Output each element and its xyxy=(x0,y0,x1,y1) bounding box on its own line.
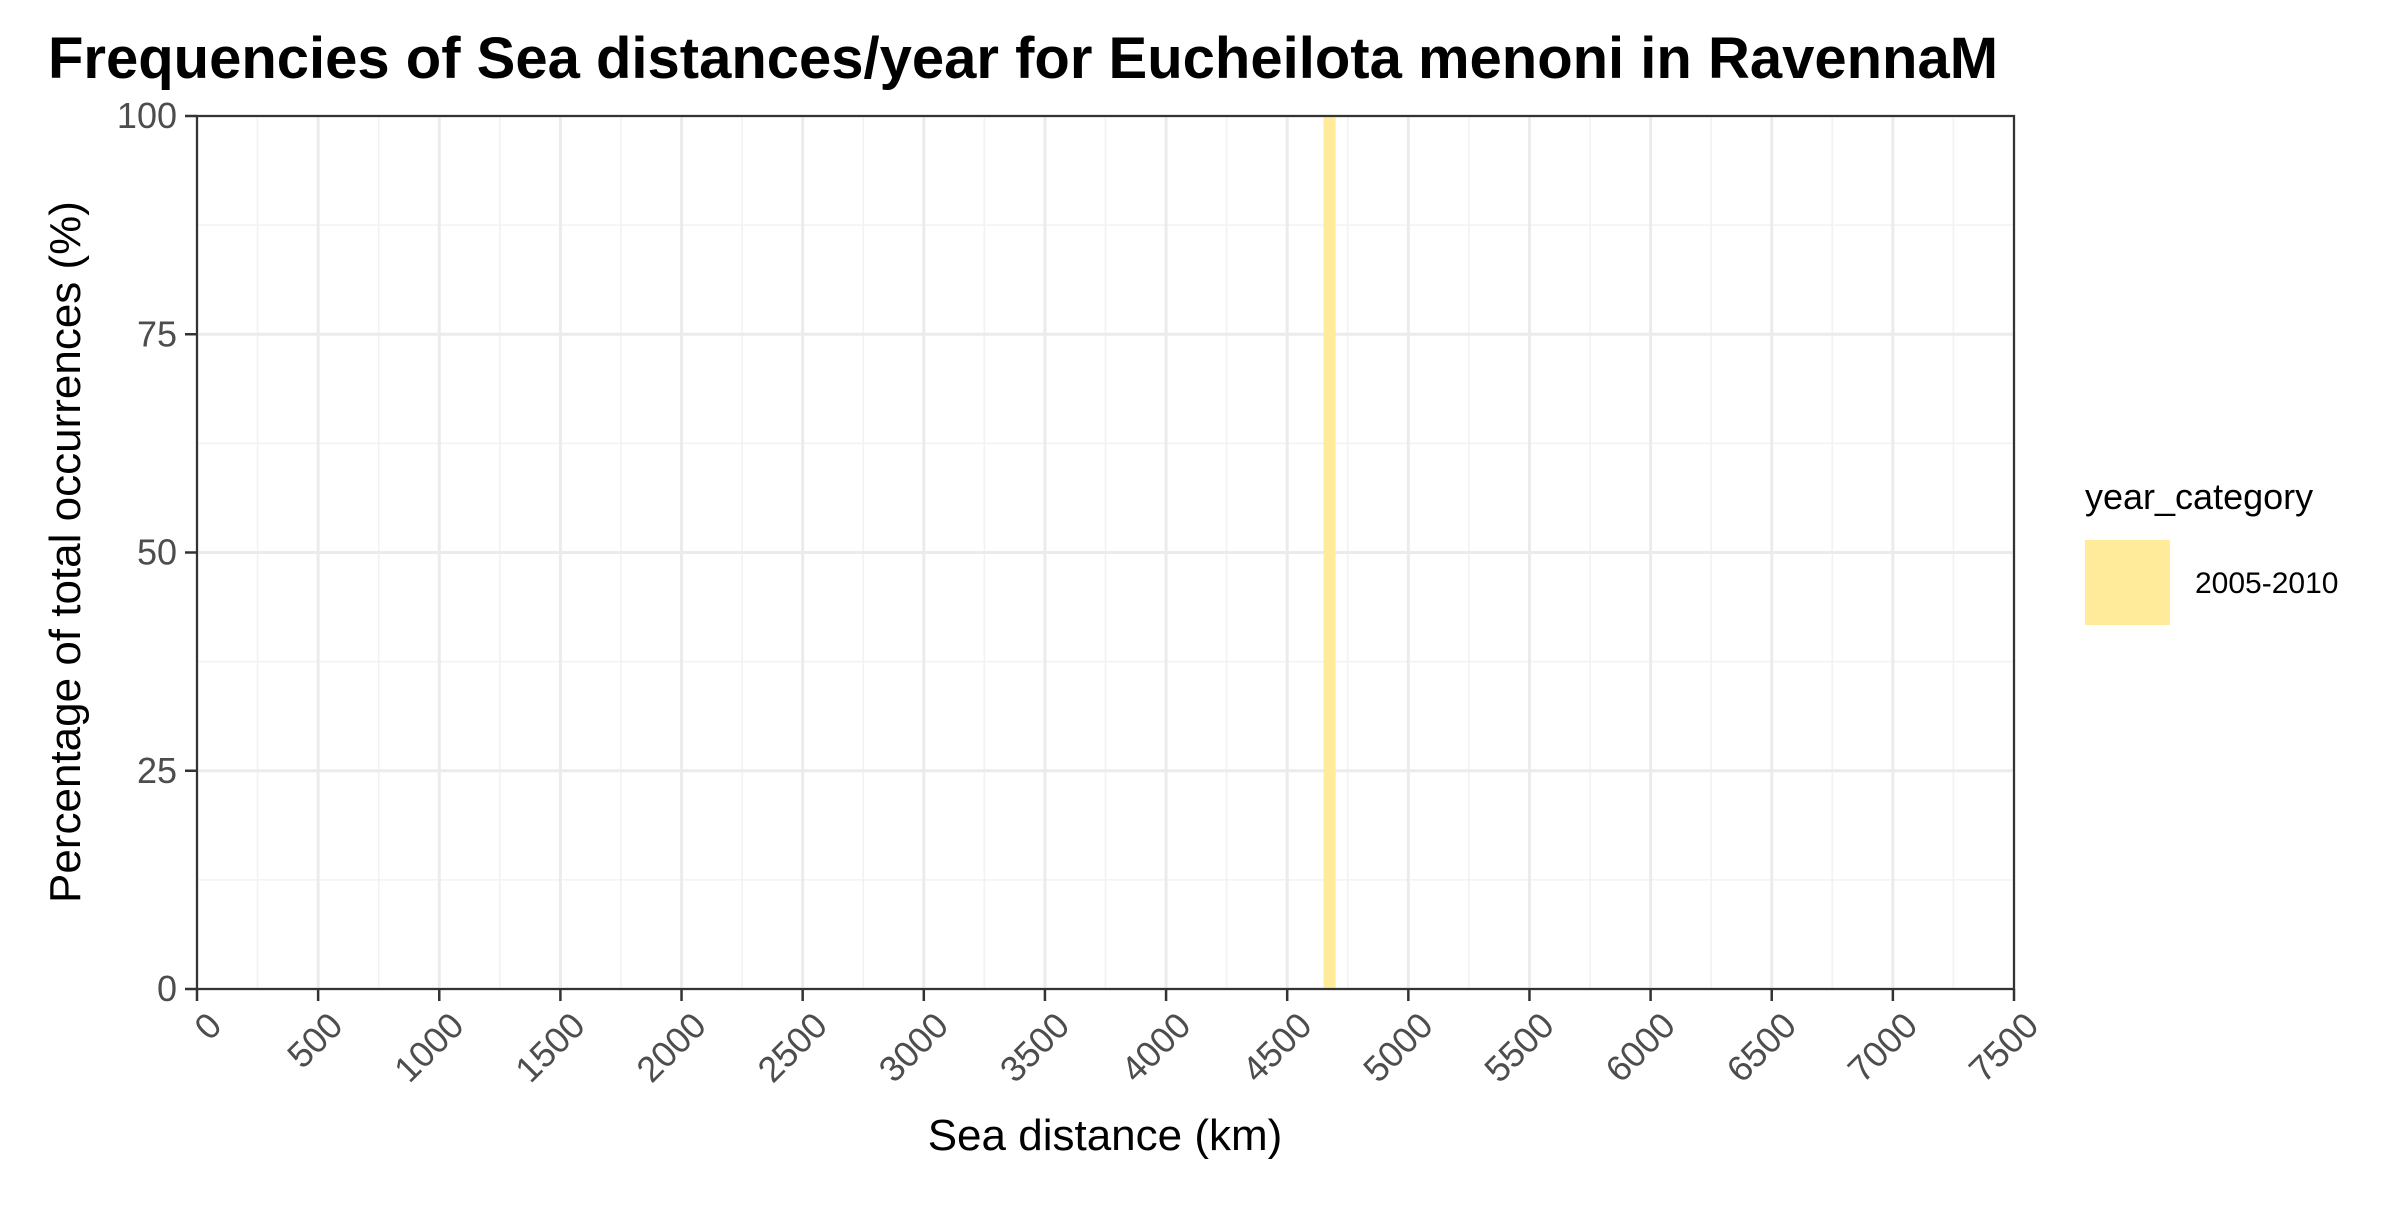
x-tick-label: 6500 xyxy=(1718,1004,1804,1090)
x-tick-label: 0 xyxy=(186,1004,229,1047)
x-tick-label: 5500 xyxy=(1476,1004,1562,1090)
x-tick-label: 1000 xyxy=(386,1004,472,1090)
x-tick-label: 3500 xyxy=(992,1004,1078,1090)
bar-series xyxy=(1323,116,1336,989)
y-tick-label: 75 xyxy=(137,313,177,354)
y-tick-label: 100 xyxy=(117,95,177,136)
legend: year_category 2005-2010 xyxy=(2085,476,2338,625)
y-tick-label: 50 xyxy=(137,532,177,573)
bar xyxy=(1323,116,1336,989)
legend-entries: 2005-2010 xyxy=(2085,540,2338,625)
x-axis: 0 500 1000 1500 2000 2500 3000 3500 4000 4500 5000… xyxy=(186,989,2046,1090)
x-tick-label: 500 xyxy=(279,1004,350,1075)
x-tick-label: 4000 xyxy=(1113,1004,1199,1090)
legend-label: 2005-2010 xyxy=(2195,567,2338,600)
x-tick-label: 7000 xyxy=(1840,1004,1926,1090)
grid-lines xyxy=(195,114,2016,991)
y-axis-title: Percentage of total occurrences (%) xyxy=(41,201,90,903)
x-axis-title: Sea distance (km) xyxy=(928,1111,1283,1160)
y-tick-label: 0 xyxy=(157,968,177,1009)
x-tick-label: 2000 xyxy=(628,1004,714,1090)
chart-title: Frequencies of Sea distances/year for Eu… xyxy=(48,26,1998,91)
y-tick-label: 25 xyxy=(137,750,177,791)
x-tick-label: 2500 xyxy=(749,1004,835,1090)
x-tick-label: 3000 xyxy=(871,1004,957,1090)
legend-title: year_category xyxy=(2085,476,2313,517)
x-tick-label: 5000 xyxy=(1355,1004,1441,1090)
x-tick-label: 7500 xyxy=(1961,1004,2047,1090)
x-tick-label: 6000 xyxy=(1597,1004,1683,1090)
legend-swatch xyxy=(2085,540,2170,625)
x-tick-label: 4500 xyxy=(1234,1004,1320,1090)
y-axis: 0 25 50 75 100 xyxy=(117,95,197,1009)
x-tick-label: 1500 xyxy=(507,1004,593,1090)
